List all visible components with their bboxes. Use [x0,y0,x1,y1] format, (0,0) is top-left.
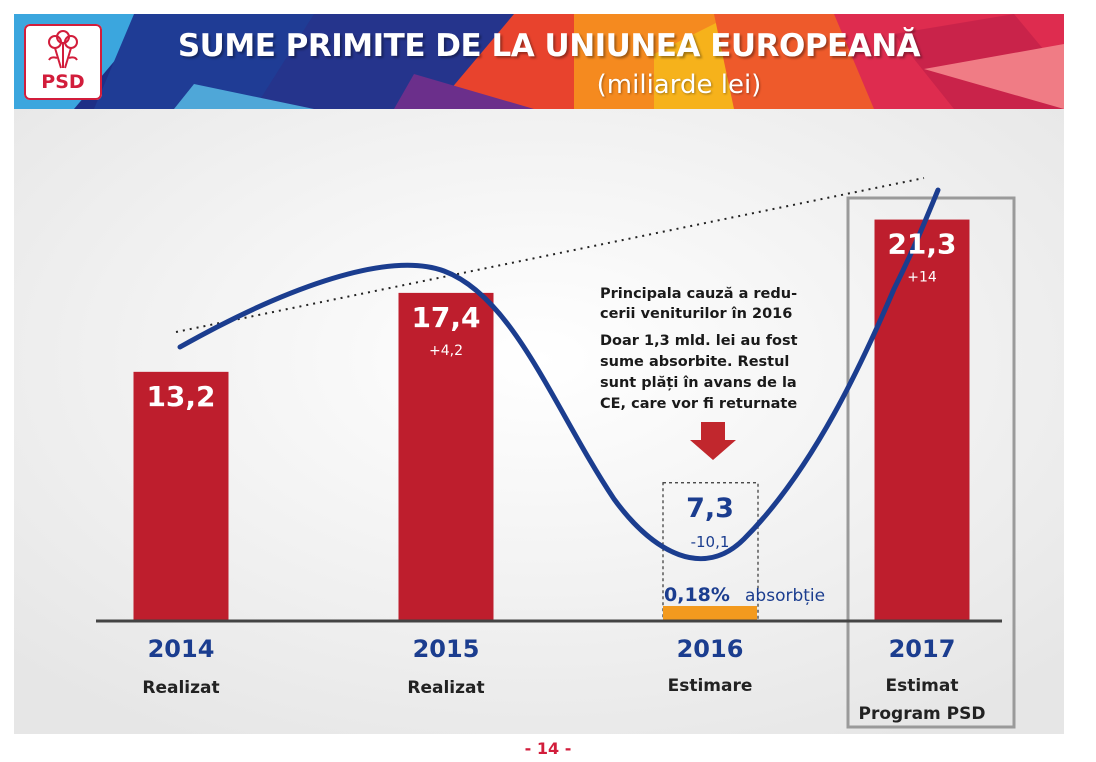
absorption-strip [663,606,757,621]
category-note-2016: Estimare [668,676,753,696]
bar-chart: 13,2 17,4 +4,2 7,3 -10,1 21,3 +14 2014 Realizat 2… [14,109,1064,734]
annotation-body-line-4: CE, care vor fi returnate [600,396,797,412]
category-note-2017-line-1: Estimat [886,676,959,696]
bar-2014 [133,371,229,620]
rose-icon [48,30,78,69]
delta-label-2015: +4,2 [429,343,463,359]
category-note-2015: Realizat [407,678,484,698]
category-note-2014: Realizat [142,678,219,698]
value-label-2017: 21,3 [887,228,956,261]
wave-curve [177,187,941,562]
tick-label-2015: 2015 [413,635,480,663]
value-label-2014: 13,2 [146,380,215,413]
header-banner: PSD SUME PRIMITE DE LA UNIUNEA EUROPEANĂ… [14,14,1064,109]
absorption-percent: 0,18% [664,584,730,606]
category-note-2017-line-2: Program PSD [859,704,986,724]
party-logo: PSD [24,24,102,100]
chart-area: 13,2 17,4 +4,2 7,3 -10,1 21,3 +14 2014 Realizat 2… [14,109,1064,734]
value-label-2015: 17,4 [411,301,480,334]
annotation-title-line-2: cerii veniturilor în 2016 [600,306,792,322]
highlight-frame-2017 [846,196,1016,729]
annotation-body-line-2: sume absorbite. Restul [600,354,789,370]
tick-label-2016: 2016 [677,635,744,663]
annotation-title-line-1: Principala cauză a redu- [600,286,797,302]
page-number: - 14 - [524,739,572,758]
page-title: SUME PRIMITE DE LA UNIUNEA EUROPEANĂ [177,28,921,64]
value-label-2016: 7,3 [686,493,734,524]
bar-2015 [398,292,494,620]
bar-2017 [874,219,970,620]
header-background [14,14,1064,109]
delta-label-2016: -10,1 [691,533,730,551]
trend-line [175,177,925,333]
annotation-body-line-3: sunt plăți în avans de la [600,375,797,391]
delta-label-2017: +14 [907,270,937,286]
down-arrow-icon [690,422,736,460]
annotation-body-line-1: Doar 1,3 mld. lei au fost [600,333,798,349]
tick-label-2017: 2017 [889,635,956,663]
page-subtitle: (miliarde lei) [596,70,762,100]
tick-label-2014: 2014 [148,635,215,663]
logo-text: PSD [41,71,85,93]
absorption-label: absorbție [745,586,825,606]
bar-2016 [662,482,759,621]
